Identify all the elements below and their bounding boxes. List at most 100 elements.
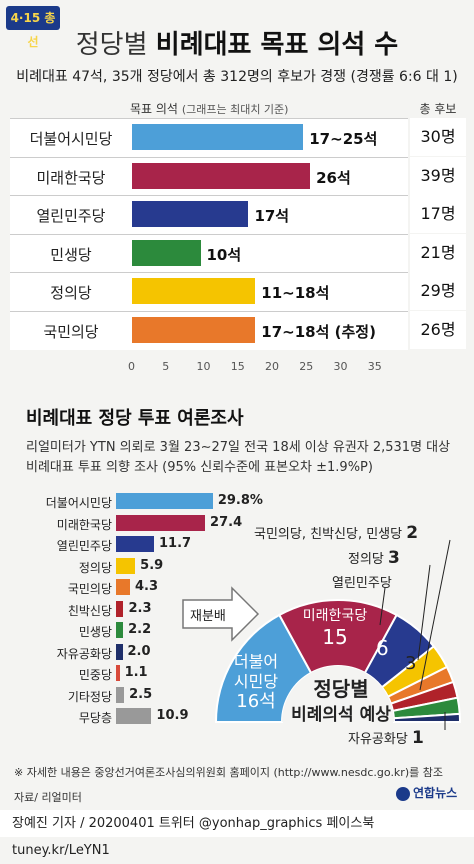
col-header-target: 목표 의석 (그래프는 최대치 기준) xyxy=(130,100,288,117)
poll-bar xyxy=(116,493,213,509)
poll-value: 27.4 xyxy=(210,514,243,530)
poll-party-label: 국민의당 xyxy=(67,582,112,596)
poll-title: 비례대표 정당 투표 여론조사 xyxy=(26,408,244,429)
poll-party-label: 민생당 xyxy=(78,625,112,639)
target-bar-label: 10석 xyxy=(206,245,242,264)
target-bar xyxy=(132,124,304,150)
poll-value: 5.9 xyxy=(140,557,164,573)
target-party-label: 민생당 xyxy=(50,245,92,264)
seg-label-justice: 3 xyxy=(405,653,417,674)
poll-desc-2: 비례대표 투표 의향 조사 (95% 신뢰수준에 표본오차 ±1.9%P) xyxy=(26,460,373,475)
page-title: 정당별 비례대표 목표 의석 수 xyxy=(0,24,474,61)
poll-party-label: 열린민주당 xyxy=(56,539,112,553)
target-party-label: 더불어시민당 xyxy=(29,130,113,148)
poll-bar xyxy=(116,686,125,703)
target-candidates: 21명 xyxy=(410,233,466,272)
col-header-target-label: 목표 의석 xyxy=(130,102,178,116)
target-axis-tick: 35 xyxy=(367,360,382,373)
footer-credit: 장예진 기자 / 20200401 트위터 @yonhap_graphics 페… xyxy=(0,810,474,858)
redistribute-label: 재분배 xyxy=(190,609,226,624)
poll-value: 29.8% xyxy=(217,493,263,508)
target-row xyxy=(10,233,408,273)
poll-bar xyxy=(116,557,136,574)
redistribute-arrow xyxy=(182,586,260,642)
seg2-name: 미래한국당 xyxy=(302,608,368,624)
target-bar xyxy=(132,201,249,227)
target-axis-tick: 25 xyxy=(299,360,314,373)
logo-icon xyxy=(396,786,410,801)
poll-value: 1.1 xyxy=(124,665,148,680)
target-candidates: 29명 xyxy=(410,272,466,310)
target-bar-label: 11∼18석 xyxy=(261,284,330,302)
poll-value: 4.3 xyxy=(134,579,158,594)
poll-bar xyxy=(116,665,120,681)
target-axis-tick: 30 xyxy=(333,360,348,373)
callout-minor-label: 국민의당, 친박신당, 민생당 xyxy=(254,527,403,542)
target-candidates: 17명 xyxy=(410,195,466,233)
source-text: 자료/ 리얼미터 xyxy=(14,791,82,804)
title-light: 정당별 xyxy=(75,30,156,60)
poll-value: 10.9 xyxy=(156,708,189,723)
poll-party-label: 자유공화당 xyxy=(56,646,112,661)
title-bold: 비례대표 목표 의석 수 xyxy=(155,30,399,60)
seg-label-democratic-citizens: 더불어 시민당 16석 xyxy=(222,652,290,712)
seat-chart-title-2: 비례의석 예상 xyxy=(291,705,391,725)
callout-minor-parties: 국민의당, 친박신당, 민생당 2 xyxy=(254,523,418,543)
target-bar xyxy=(132,316,256,343)
col-header-note: (그래프는 최대치 기준) xyxy=(181,103,289,116)
poll-bar xyxy=(116,643,123,660)
poll-party-label: 정의당 xyxy=(78,560,112,575)
col-header-candidates: 총 후보 xyxy=(419,102,457,116)
target-bar-label: 17∼25석 xyxy=(309,130,378,148)
note-text: ※ 자세한 내용은 중앙선거여론조사심의위원회 홈페이지 (http://www… xyxy=(14,766,443,779)
poll-value: 2.0 xyxy=(127,643,151,659)
poll-party-label: 친박신당 xyxy=(67,603,112,618)
poll-bar xyxy=(116,600,124,617)
yonhap-logo: 연합뉴스 xyxy=(396,784,457,801)
target-party-label: 정의당 xyxy=(50,284,92,302)
target-party-label: 국민의당 xyxy=(43,322,99,341)
callout-freedom-label: 자유공화당 xyxy=(348,732,408,747)
seg1-seats: 16석 xyxy=(236,691,276,712)
poll-value: 2.5 xyxy=(129,686,153,702)
callout-freedom-republic: 자유공화당 1 xyxy=(348,728,424,748)
page-subtitle: 비례대표 47석, 35개 정당에서 총 312명의 후보가 경쟁 (경쟁률 6… xyxy=(16,69,458,85)
poll-value: 11.7 xyxy=(159,536,192,551)
poll-party-label: 기타정당 xyxy=(67,689,112,704)
target-axis-tick: 15 xyxy=(230,360,245,373)
poll-bar xyxy=(116,514,206,531)
election-badge: 4·15 총선 xyxy=(6,6,60,49)
target-bar-label: 26석 xyxy=(316,168,351,187)
target-candidates: 39명 xyxy=(410,156,466,195)
seg2-seats: 15 xyxy=(322,625,348,649)
callout-open-democratic: 열린민주당 xyxy=(332,576,392,591)
seat-chart-title-1: 정당별 xyxy=(313,677,369,701)
callout-justice-label: 정의당 xyxy=(348,552,384,567)
callout-justice: 정의당 3 xyxy=(348,548,400,568)
poll-party-label: 민중당 xyxy=(78,668,112,682)
target-candidates: 26명 xyxy=(410,310,466,349)
poll-bar xyxy=(116,579,130,595)
seg-label-future-korea: 미래한국당 15 xyxy=(285,605,385,649)
poll-value: 2.3 xyxy=(128,600,152,616)
target-candidates: 30명 xyxy=(410,118,466,156)
target-axis-tick: 10 xyxy=(196,360,211,373)
seat-chart-center xyxy=(282,666,394,722)
target-bar xyxy=(132,278,256,304)
seg1-name-1: 더불어 xyxy=(233,652,279,671)
callout-minor-num: 2 xyxy=(406,523,419,543)
target-party-label: 미래한국당 xyxy=(36,168,106,187)
poll-party-label: 무당층 xyxy=(78,711,112,725)
poll-bar xyxy=(116,708,152,724)
target-bar xyxy=(132,162,311,189)
target-axis-tick: 20 xyxy=(265,360,279,373)
target-bar-label: 17∼18석 (추정) xyxy=(261,322,376,341)
target-axis-tick: 0 xyxy=(128,360,135,373)
seg-label-open-democratic: 6 xyxy=(376,636,389,660)
callout-justice-num: 3 xyxy=(388,548,400,568)
target-bar xyxy=(132,239,201,266)
poll-party-label: 미래한국당 xyxy=(56,517,112,532)
poll-desc-1: 리얼미터가 YTN 의뢰로 3월 23∼27일 전국 18세 이상 유권자 2,… xyxy=(26,440,451,455)
logo-text: 연합뉴스 xyxy=(413,786,458,800)
seg1-name-2: 시민당 xyxy=(233,672,279,691)
